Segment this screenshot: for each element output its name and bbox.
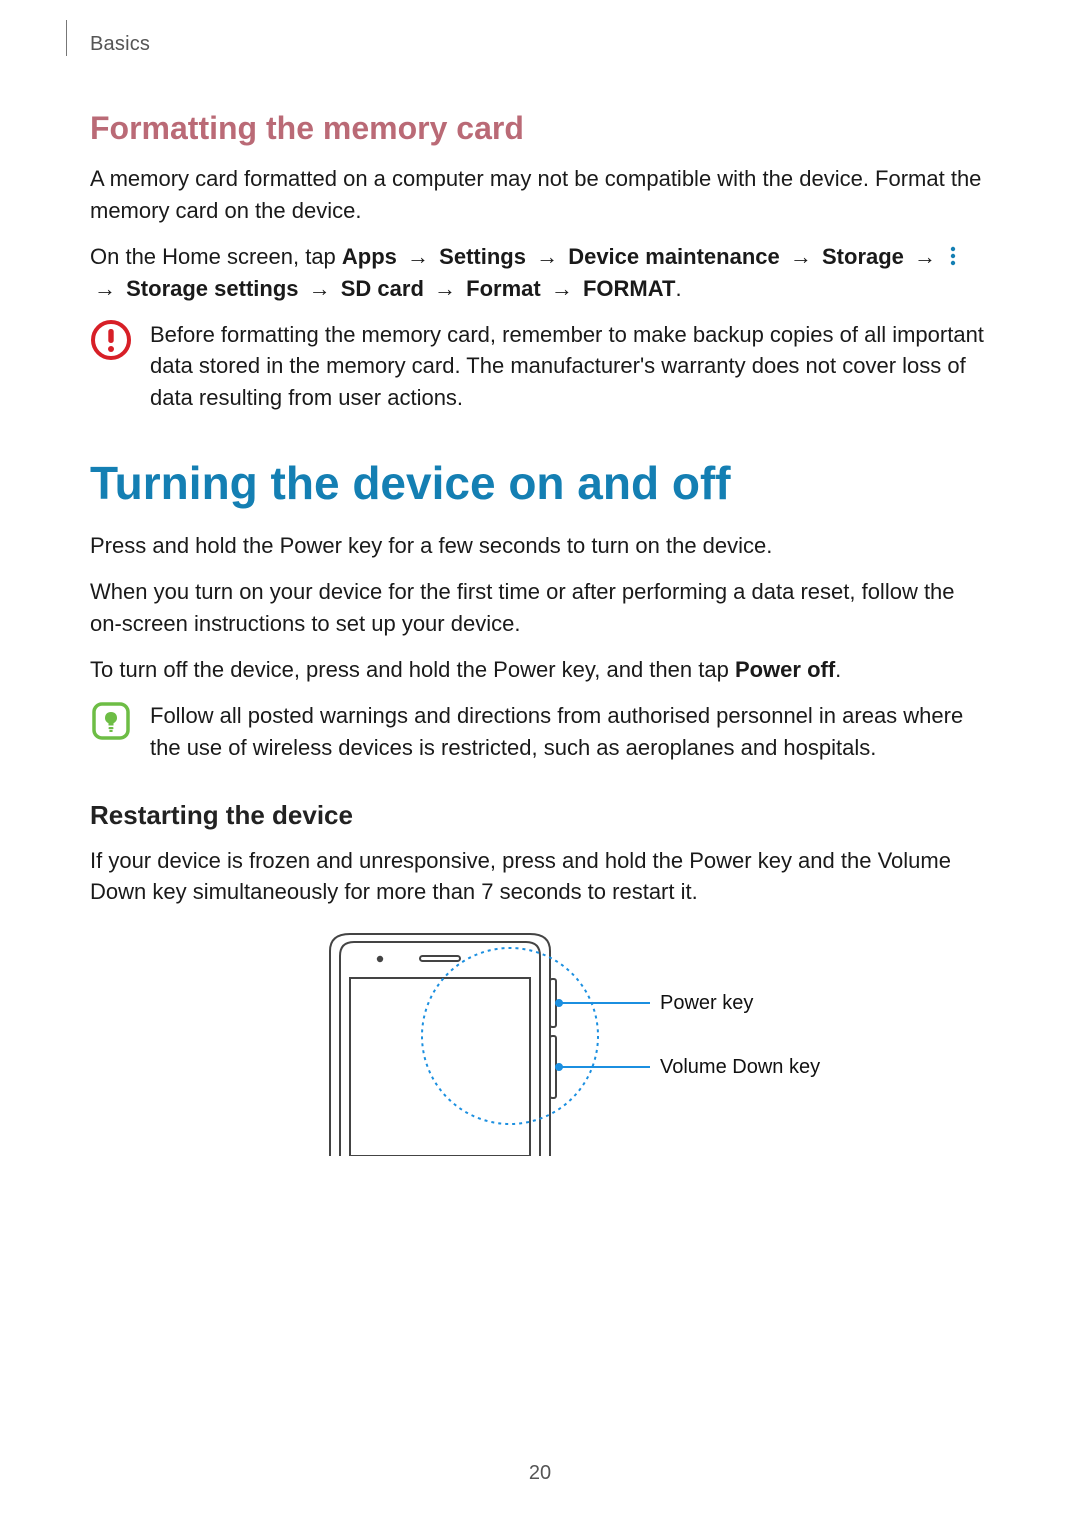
page-header: Basics — [90, 30, 990, 60]
power-p1: Press and hold the Power key for a few s… — [90, 530, 990, 562]
format-path-text: On the Home screen, tap Apps → Settings … — [90, 241, 990, 305]
subsection-heading-restart: Restarting the device — [90, 800, 990, 831]
arrow-icon: → — [430, 276, 460, 301]
arrow-icon: → — [403, 244, 433, 269]
format-intro-text: A memory card formatted on a computer ma… — [90, 163, 990, 227]
path-format: Format — [466, 276, 541, 301]
section-heading-format: Formatting the memory card — [90, 110, 990, 147]
power-p3a: To turn off the device, press and hold t… — [90, 657, 735, 682]
warning-callout: Before formatting the memory card, remem… — [90, 319, 990, 415]
breadcrumb: Basics — [90, 30, 990, 56]
path-device-maintenance: Device maintenance — [568, 244, 780, 269]
path-intro: On the Home screen, tap — [90, 244, 342, 269]
path-apps: Apps — [342, 244, 397, 269]
page-number: 20 — [0, 1462, 1080, 1485]
arrow-icon: → — [547, 276, 577, 301]
more-icon — [946, 245, 960, 267]
manual-page: Basics Formatting the memory card A memo… — [0, 0, 1080, 1527]
power-off-label: Power off — [735, 657, 835, 682]
note-icon — [90, 700, 132, 742]
chapter-heading-power: Turning the device on and off — [90, 456, 990, 510]
path-storage-settings: Storage settings — [126, 276, 298, 301]
warning-text: Before formatting the memory card, remem… — [150, 319, 990, 415]
arrow-icon: → — [90, 276, 120, 301]
path-settings: Settings — [439, 244, 526, 269]
power-p3c: . — [835, 657, 841, 682]
arrow-icon: → — [532, 244, 562, 269]
arrow-icon: → — [305, 276, 335, 301]
path-sd-card: SD card — [341, 276, 424, 301]
arrow-icon: → — [786, 244, 816, 269]
path-storage: Storage — [822, 244, 904, 269]
restart-p1: If your device is frozen and unresponsiv… — [90, 845, 990, 909]
diagram-label-volume-down: Volume Down key — [660, 1056, 820, 1079]
note-text: Follow all posted warnings and direction… — [150, 700, 990, 764]
power-p2: When you turn on your device for the fir… — [90, 576, 990, 640]
diagram-label-power-key: Power key — [660, 992, 753, 1015]
path-format-caps: FORMAT — [583, 276, 675, 301]
warning-icon — [90, 319, 132, 361]
power-p3: To turn off the device, press and hold t… — [90, 654, 990, 686]
header-divider — [66, 20, 67, 56]
note-callout: Follow all posted warnings and direction… — [90, 700, 990, 764]
device-diagram: Power key Volume Down key — [90, 926, 990, 1156]
arrow-icon: → — [910, 244, 940, 269]
